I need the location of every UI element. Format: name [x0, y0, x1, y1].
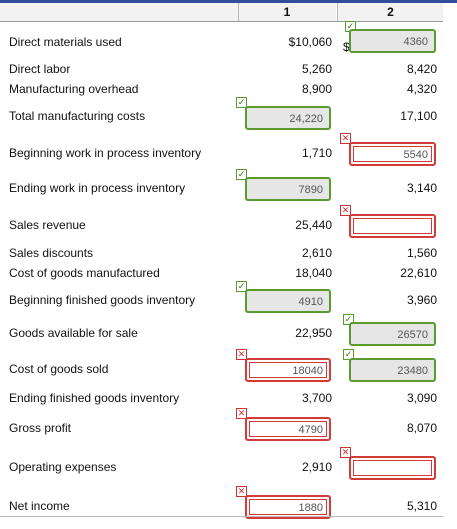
- row-label-goods-available: Goods available for sale: [9, 326, 138, 340]
- check-icon: ✓: [343, 349, 354, 360]
- x-icon: ✕: [236, 486, 247, 497]
- c2-net-income: 5,310: [406, 499, 437, 513]
- c2-direct-materials-input[interactable]: 4360: [349, 29, 436, 53]
- row-label-direct-materials: Direct materials used: [9, 35, 122, 49]
- row-label-manufacturing-overhead: Manufacturing overhead: [9, 82, 139, 96]
- check-icon: ✓: [236, 281, 247, 292]
- c2-operating-expenses-input[interactable]: [349, 456, 436, 480]
- row-label-beginning-fg: Beginning finished goods inventory: [9, 293, 196, 307]
- row-label-direct-labor: Direct labor: [9, 62, 71, 76]
- check-icon: ✓: [236, 97, 247, 108]
- header-underline: [0, 21, 443, 22]
- c1-sales-revenue: 25,440: [295, 218, 332, 232]
- check-icon: ✓: [236, 169, 247, 180]
- c2-sales-revenue-input[interactable]: [349, 214, 436, 238]
- c1-direct-labor: 5,260: [301, 62, 332, 76]
- header-separator: [238, 3, 239, 21]
- row-label-beginning-wip: Beginning work in process inventory: [9, 146, 202, 160]
- c2-sales-discounts: 1,560: [406, 246, 437, 260]
- c1-goods-available: 22,950: [295, 326, 332, 340]
- row-label-operating-expenses: Operating expenses: [9, 460, 117, 474]
- header-blank-cell: [0, 3, 238, 21]
- c2-cogs-input[interactable]: 23480: [349, 358, 436, 382]
- row-label-total-manufacturing-costs: Total manufacturing costs: [9, 109, 146, 123]
- column-header-1: 1: [238, 3, 336, 21]
- c1-ending-fg: 3,700: [301, 391, 332, 405]
- c2-total-manufacturing-costs: 17,100: [400, 109, 437, 123]
- x-icon: ✕: [340, 447, 351, 458]
- row-label-sales-discounts: Sales discounts: [9, 246, 94, 260]
- dollar-sign: $: [343, 40, 350, 54]
- c1-manufacturing-overhead: 8,900: [301, 82, 332, 96]
- c1-ending-wip-input[interactable]: 7890: [245, 177, 331, 201]
- c1-beginning-wip: 1,710: [301, 146, 332, 160]
- c2-cogm: 22,610: [400, 266, 437, 280]
- c1-gross-profit-input[interactable]: 4790: [245, 417, 331, 441]
- table-bottom-border: [0, 516, 443, 517]
- row-label-ending-wip: Ending work in process inventory: [9, 181, 186, 195]
- x-icon: ✕: [236, 408, 247, 419]
- row-label-net-income: Net income: [9, 499, 70, 513]
- c2-manufacturing-overhead: 4,320: [406, 82, 437, 96]
- column-header-2: 2: [338, 3, 443, 21]
- x-icon: ✕: [236, 349, 247, 360]
- c1-total-manufacturing-costs-input[interactable]: 24,220: [245, 106, 331, 130]
- c2-ending-fg: 3,090: [406, 391, 437, 405]
- c2-goods-available-input[interactable]: 26570: [349, 322, 436, 346]
- check-icon: ✓: [343, 314, 354, 325]
- c2-direct-labor: 8,420: [406, 62, 437, 76]
- x-icon: ✕: [340, 133, 351, 144]
- c2-beginning-wip-input[interactable]: 5540: [349, 142, 436, 166]
- row-label-sales-revenue: Sales revenue: [9, 218, 86, 232]
- c1-cogm: 18,040: [295, 266, 332, 280]
- row-label-gross-profit: Gross profit: [9, 421, 72, 435]
- c2-beginning-fg: 3,960: [406, 293, 437, 307]
- header-separator: [337, 3, 338, 21]
- c1-operating-expenses: 2,910: [301, 460, 332, 474]
- header-top-line: [0, 0, 457, 3]
- c1-net-income-input[interactable]: 1880: [245, 495, 331, 519]
- c1-beginning-fg-input[interactable]: 4910: [245, 289, 331, 313]
- row-label-cogm: Cost of goods manufactured: [9, 266, 160, 280]
- c1-cogs-input[interactable]: 18040: [245, 358, 331, 382]
- c2-gross-profit: 8,070: [406, 421, 437, 435]
- x-icon: ✕: [340, 205, 351, 216]
- c2-ending-wip: 3,140: [406, 181, 437, 195]
- row-label-cogs: Cost of goods sold: [9, 362, 109, 376]
- c1-direct-materials: $10,060: [288, 35, 332, 49]
- row-label-ending-fg: Ending finished goods inventory: [9, 391, 180, 405]
- c1-sales-discounts: 2,610: [301, 246, 332, 260]
